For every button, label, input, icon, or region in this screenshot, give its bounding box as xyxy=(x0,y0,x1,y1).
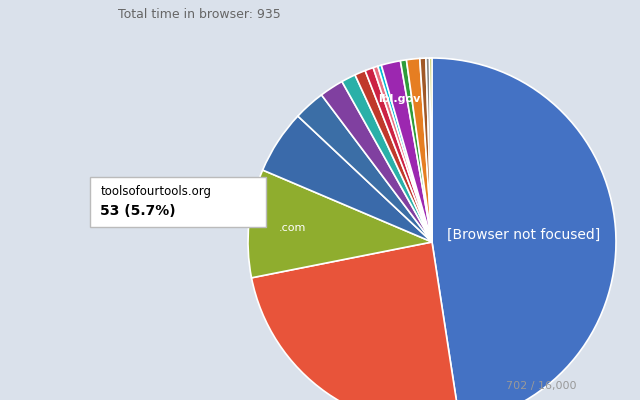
Wedge shape xyxy=(401,60,432,242)
Wedge shape xyxy=(365,68,432,242)
Wedge shape xyxy=(298,95,432,242)
Wedge shape xyxy=(342,75,432,242)
Text: 702 / 16,000: 702 / 16,000 xyxy=(506,381,576,391)
Wedge shape xyxy=(262,116,432,242)
Wedge shape xyxy=(355,70,432,242)
Wedge shape xyxy=(248,170,432,278)
Wedge shape xyxy=(321,82,432,242)
Wedge shape xyxy=(432,58,616,400)
Wedge shape xyxy=(378,65,432,242)
Text: [Browser not focused]: [Browser not focused] xyxy=(447,228,600,242)
Wedge shape xyxy=(381,61,432,242)
Text: .com: .com xyxy=(279,223,307,233)
Text: lbl.gov: lbl.gov xyxy=(378,94,420,104)
Wedge shape xyxy=(426,58,432,242)
Wedge shape xyxy=(252,242,460,400)
Text: Total time in browser: 935: Total time in browser: 935 xyxy=(118,8,281,21)
Wedge shape xyxy=(406,58,432,242)
Wedge shape xyxy=(373,66,432,242)
Text: 53 (5.7%): 53 (5.7%) xyxy=(100,204,176,218)
Wedge shape xyxy=(420,58,432,242)
Wedge shape xyxy=(429,58,432,242)
Text: toolsofourtools.org: toolsofourtools.org xyxy=(100,185,211,198)
